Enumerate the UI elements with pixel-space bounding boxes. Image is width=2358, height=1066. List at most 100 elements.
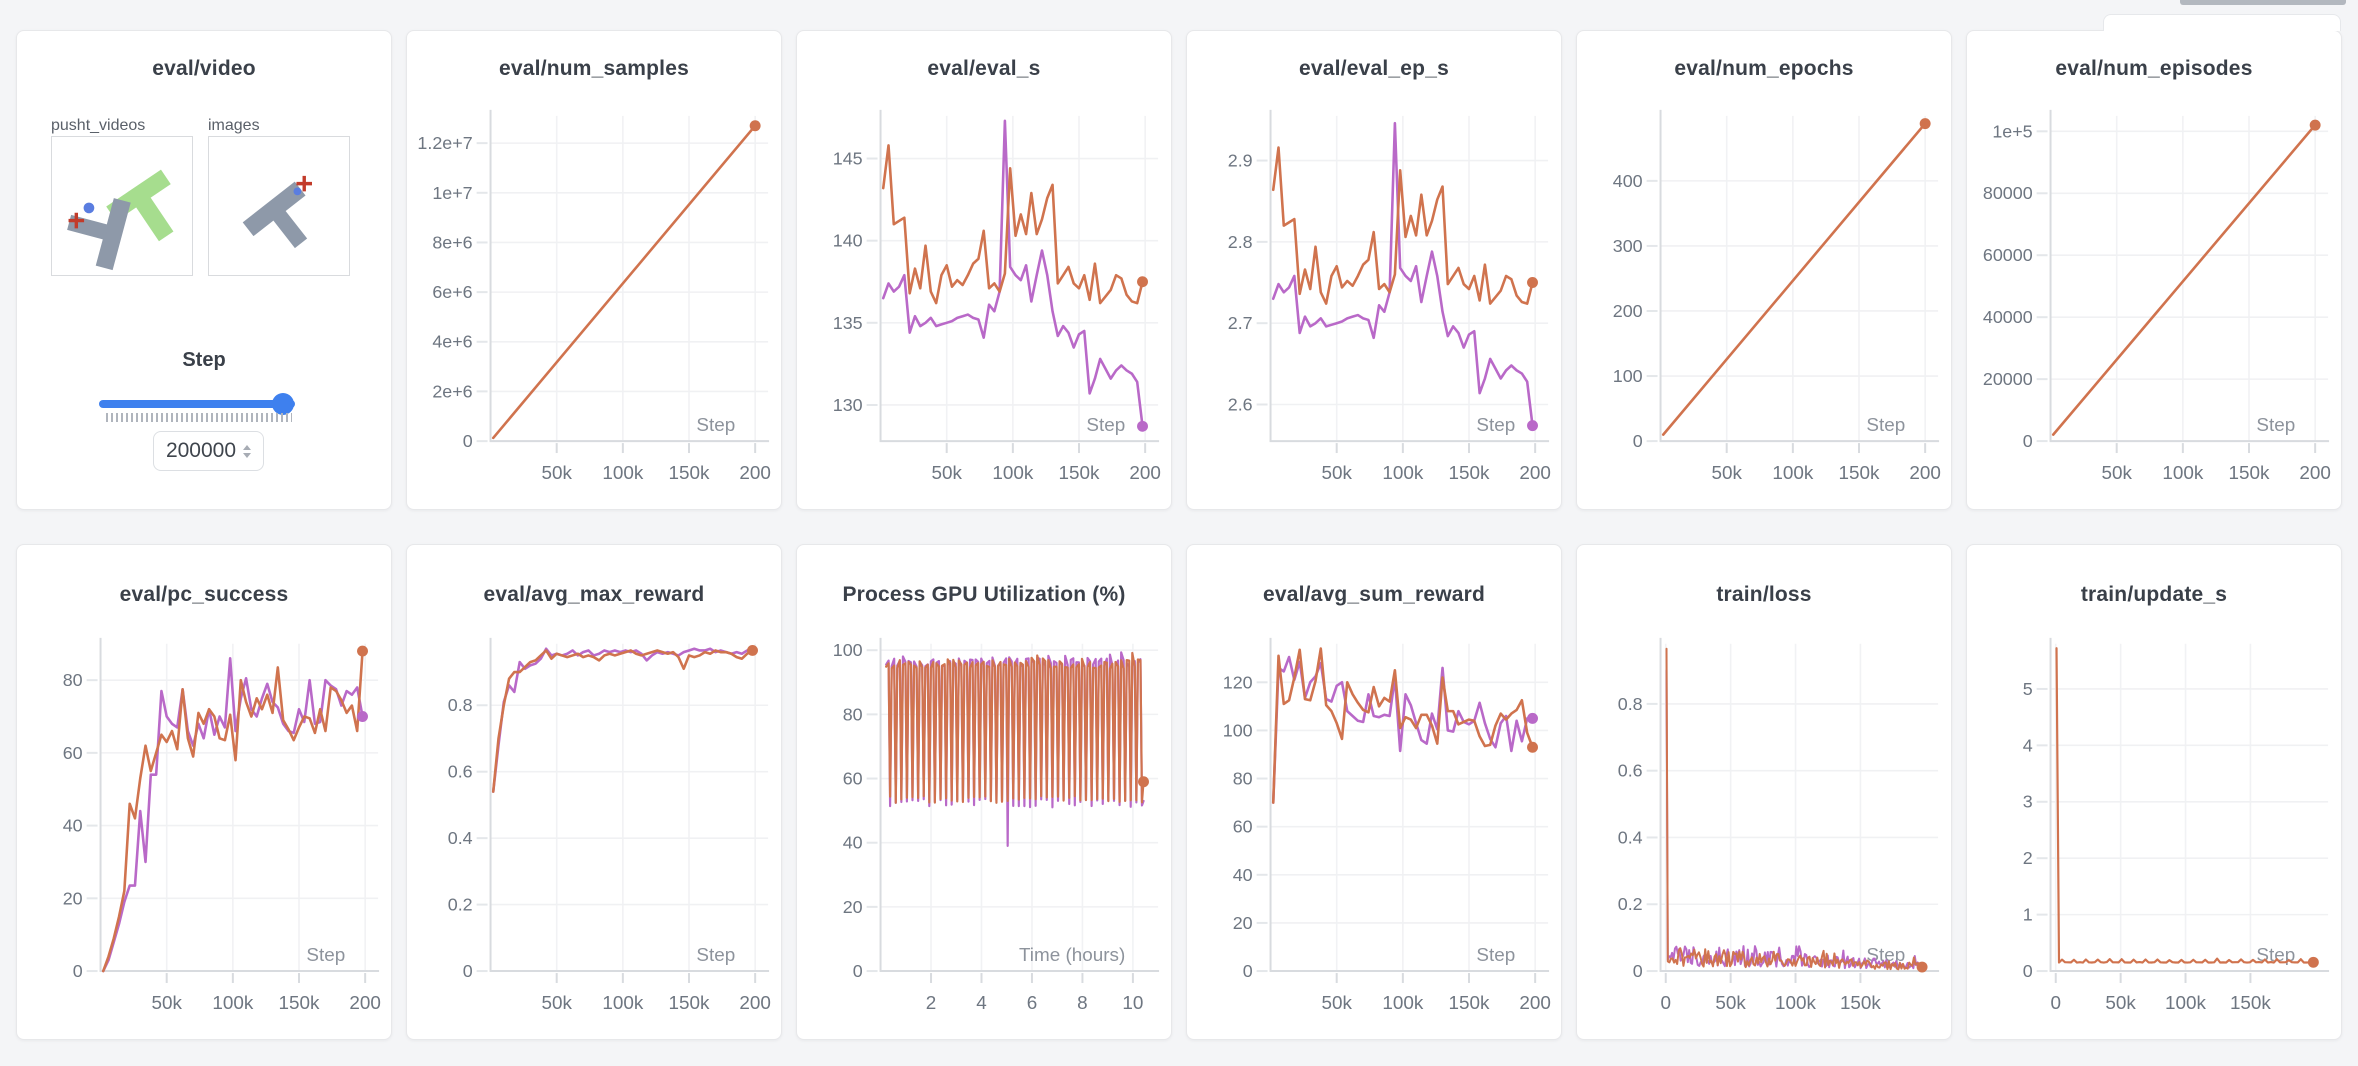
svg-text:40000: 40000 xyxy=(1983,307,2033,327)
svg-text:100k: 100k xyxy=(2162,463,2203,484)
chart-eval-avg-sum-reward[interactable]: 0 20 40 60 80 100 120 50k 100k 150k 200 Step xyxy=(1187,545,1561,1039)
chart-eval-num-epochs[interactable]: 0 100 200 300 400 50k 100k 150k 200 Step xyxy=(1577,31,1951,509)
svg-text:150k: 150k xyxy=(2230,993,2271,1014)
svg-text:4: 4 xyxy=(976,993,987,1014)
chart-title: eval/num_episodes xyxy=(2055,57,2253,80)
panel-eval-num-episodes[interactable]: eval/num_episodes 0 20000 40000 60000 80000 1… xyxy=(1966,30,2342,510)
panel-eval-video[interactable]: eval/video pusht_videos images xyxy=(16,30,392,510)
svg-text:50k: 50k xyxy=(541,463,572,484)
svg-text:60: 60 xyxy=(843,769,863,789)
block-t-shape xyxy=(242,181,308,249)
block-t-shape xyxy=(67,198,131,271)
svg-text:120: 120 xyxy=(1223,672,1253,692)
svg-text:40: 40 xyxy=(63,816,83,836)
slider-tick-marks xyxy=(106,413,292,422)
svg-text:130: 130 xyxy=(833,395,863,415)
svg-text:100k: 100k xyxy=(212,993,253,1014)
svg-text:150k: 150k xyxy=(2229,463,2270,484)
svg-text:100k: 100k xyxy=(2165,993,2206,1014)
svg-text:0: 0 xyxy=(1243,961,1253,981)
svg-text:6: 6 xyxy=(1027,993,1038,1014)
panel-gpu-utilization[interactable]: Process GPU Utilization (%) 0 20 40 60 80 100… xyxy=(796,544,1172,1040)
svg-text:0: 0 xyxy=(2023,431,2033,451)
panel-eval-eval-s[interactable]: eval/eval_s 130 135 140 145 50k 100k 150k 200 St… xyxy=(796,30,1172,510)
chart-title: eval/num_epochs xyxy=(1674,57,1854,80)
panel-eval-num-samples[interactable]: eval/num_samples 0 2e+6 4e+6 6e+6 8e+6 1e+7 1.… xyxy=(406,30,782,510)
chart-eval-eval-ep-s[interactable]: 2.6 2.7 2.8 2.9 50k 100k 150k 200 Step xyxy=(1187,31,1561,509)
target-cross-icon xyxy=(68,212,85,229)
chart-title: Process GPU Utilization (%) xyxy=(842,583,1126,606)
chart-title: eval/eval_ep_s xyxy=(1299,57,1449,80)
chart-eval-num-samples[interactable]: 0 2e+6 4e+6 6e+6 8e+6 1e+7 1.2e+7 50k 100k 150k 20… xyxy=(407,31,781,509)
chart-eval-eval-s[interactable]: 130 135 140 145 50k 100k 150k 200 Step xyxy=(797,31,1171,509)
slider-thumb[interactable] xyxy=(272,393,294,415)
svg-text:100k: 100k xyxy=(1775,993,1816,1014)
svg-text:200: 200 xyxy=(1909,463,1941,484)
step-slider[interactable] xyxy=(99,393,295,417)
chart-eval-avg-max-reward[interactable]: 0 0.2 0.4 0.6 0.8 50k 100k 150k 200 Step xyxy=(407,545,781,1039)
panel-eval-avg-sum-reward[interactable]: eval/avg_sum_reward 0 20 40 60 80 100 120 50k 10… xyxy=(1186,544,1562,1040)
svg-text:Step: Step xyxy=(696,415,735,436)
svg-text:3: 3 xyxy=(2023,792,2033,812)
panel-eval-pc-success[interactable]: eval/pc_success 0 20 40 60 80 50k 100k 150k 200 S… xyxy=(16,544,392,1040)
svg-text:80: 80 xyxy=(843,704,863,724)
svg-text:20: 20 xyxy=(1233,913,1253,933)
svg-text:0: 0 xyxy=(853,961,863,981)
svg-text:20: 20 xyxy=(843,897,863,917)
svg-text:0: 0 xyxy=(2023,961,2033,981)
scrolled-panel-slider-fragment xyxy=(2180,0,2346,5)
panel-eval-eval-ep-s[interactable]: eval/eval_ep_s 2.6 2.7 2.8 2.9 50k 100k 150k 20… xyxy=(1186,30,1562,510)
svg-text:100: 100 xyxy=(1223,720,1253,740)
svg-text:80000: 80000 xyxy=(1983,183,2033,203)
svg-text:Step: Step xyxy=(1866,415,1905,436)
svg-text:0: 0 xyxy=(463,431,473,451)
svg-text:0.4: 0.4 xyxy=(448,828,473,848)
chart-title: eval/avg_max_reward xyxy=(483,583,705,606)
svg-text:60: 60 xyxy=(1233,817,1253,837)
svg-text:100k: 100k xyxy=(1382,993,1423,1014)
video-thumbnail-images[interactable] xyxy=(208,136,350,276)
svg-text:2.7: 2.7 xyxy=(1228,313,1253,333)
svg-text:80: 80 xyxy=(63,670,83,690)
svg-text:2e+6: 2e+6 xyxy=(432,381,472,401)
svg-text:10: 10 xyxy=(1122,993,1143,1014)
chart-gpu-utilization[interactable]: 0 20 40 60 80 100 2 4 6 8 10 Time (hours) xyxy=(797,545,1171,1039)
svg-text:4: 4 xyxy=(2023,735,2033,755)
svg-text:1e+5: 1e+5 xyxy=(1992,121,2032,141)
svg-text:5: 5 xyxy=(2023,679,2033,699)
svg-text:200: 200 xyxy=(739,993,771,1014)
svg-text:Step: Step xyxy=(1086,415,1125,436)
svg-text:150k: 150k xyxy=(669,993,710,1014)
panel-eval-avg-max-reward[interactable]: eval/avg_max_reward 0 0.2 0.4 0.6 0.8 50k 100k… xyxy=(406,544,782,1040)
svg-text:50k: 50k xyxy=(151,993,182,1014)
chart-title: eval/eval_s xyxy=(927,57,1041,80)
svg-text:Step: Step xyxy=(306,945,345,966)
svg-text:200: 200 xyxy=(1519,993,1551,1014)
svg-text:Time (hours): Time (hours) xyxy=(1019,945,1125,966)
step-number-input[interactable]: 200000 xyxy=(153,431,264,471)
svg-text:100k: 100k xyxy=(1382,463,1423,484)
svg-text:40: 40 xyxy=(843,833,863,853)
panel-eval-num-epochs[interactable]: eval/num_epochs 0 100 200 300 400 50k 100k 150k… xyxy=(1576,30,1952,510)
slider-track[interactable] xyxy=(99,400,295,408)
svg-text:50k: 50k xyxy=(1715,993,1746,1014)
panel-train-update-s[interactable]: train/update_s 0 1 2 3 4 5 0 50k 100k 150k Step xyxy=(1966,544,2342,1040)
caret-up-icon[interactable] xyxy=(243,444,252,450)
number-stepper[interactable] xyxy=(243,444,252,458)
svg-text:8e+6: 8e+6 xyxy=(432,232,472,252)
svg-text:20: 20 xyxy=(63,888,83,908)
svg-text:100k: 100k xyxy=(992,463,1033,484)
images-scene-graphic xyxy=(242,175,312,249)
svg-text:200: 200 xyxy=(1613,301,1643,321)
chart-eval-num-episodes[interactable]: 0 20000 40000 60000 80000 1e+5 50k 100k 150k 200 S… xyxy=(1967,31,2341,509)
svg-text:150k: 150k xyxy=(279,993,320,1014)
chart-eval-pc-success[interactable]: 0 20 40 60 80 50k 100k 150k 200 Step xyxy=(17,545,391,1039)
caret-down-icon[interactable] xyxy=(243,452,252,458)
video-thumbnail-pusht[interactable] xyxy=(51,136,193,276)
svg-text:100: 100 xyxy=(833,640,863,660)
svg-text:60: 60 xyxy=(63,743,83,763)
panel-train-loss[interactable]: train/loss 0 0.2 0.4 0.6 0.8 0 50k 100k 150k Step xyxy=(1576,544,1952,1040)
svg-text:135: 135 xyxy=(833,313,863,333)
